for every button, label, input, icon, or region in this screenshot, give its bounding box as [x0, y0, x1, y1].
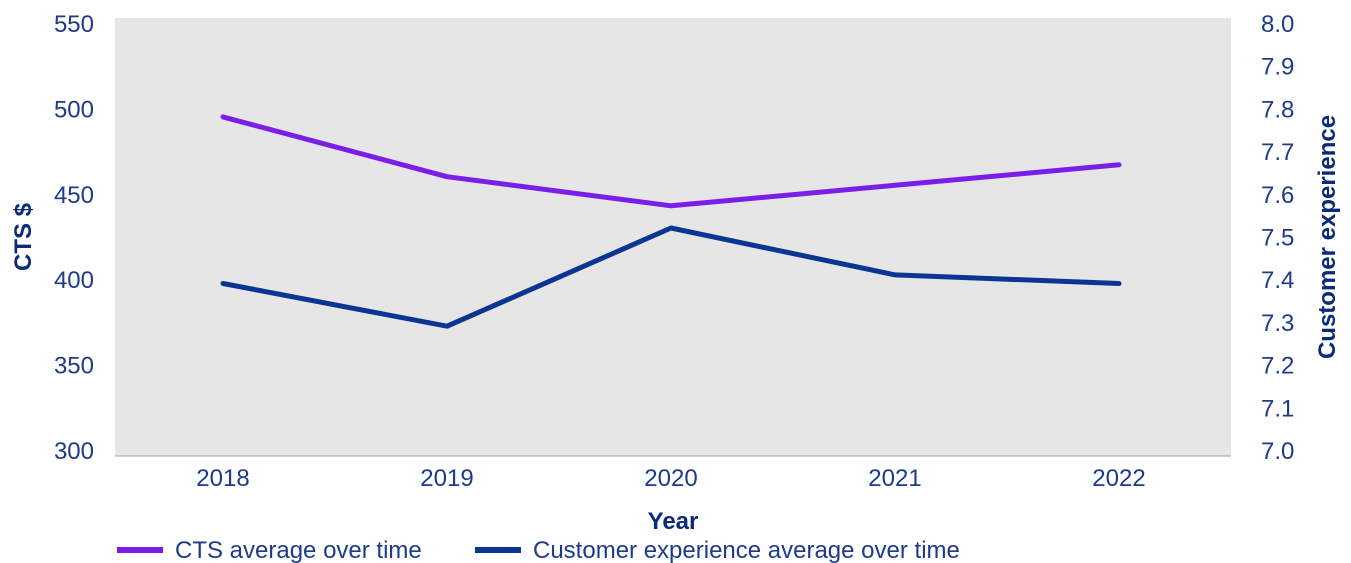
plot-area [115, 18, 1231, 456]
left-tick-label: 450 [54, 182, 94, 209]
left-tick-label: 400 [54, 267, 94, 294]
right-tick-label: 7.1 [1261, 395, 1294, 422]
right-tick-label: 7.8 [1261, 96, 1294, 123]
right-tick-label: 7.7 [1261, 139, 1294, 166]
x-axis-title: Year [648, 508, 699, 535]
right-tick-label: 7.2 [1261, 353, 1294, 380]
right-tick-label: 7.9 [1261, 54, 1294, 81]
right-axis-ticks: 7.0 7.1 7.2 7.3 7.4 7.5 7.6 7.7 7.8 7.9 8.0 [1261, 11, 1294, 465]
right-tick-label: 8.0 [1261, 11, 1294, 38]
legend: CTS average over time Customer experienc… [117, 537, 960, 563]
right-axis-title: Customer experience [1314, 115, 1341, 359]
x-tick-label: 2020 [644, 465, 697, 492]
series-line-customer-experience [220, 225, 1122, 329]
x-tick-label: 2022 [1092, 465, 1145, 492]
right-tick-label: 7.0 [1261, 438, 1294, 465]
left-axis-title: CTS $ [10, 202, 37, 271]
series-lines [220, 114, 1122, 329]
left-axis-ticks: 300 350 400 450 500 550 [54, 11, 94, 465]
right-tick-label: 7.3 [1261, 310, 1294, 337]
series-line-cts [220, 114, 1122, 209]
left-tick-label: 300 [54, 438, 94, 465]
x-tick-label: 2019 [420, 465, 473, 492]
x-tick-label: 2018 [196, 465, 249, 492]
x-axis-ticks: 2018 2019 2020 2021 2022 [196, 465, 1145, 492]
right-tick-label: 7.6 [1261, 182, 1294, 209]
x-tick-label: 2021 [868, 465, 921, 492]
legend-label-customer-experience: Customer experience average over time [533, 537, 960, 563]
right-tick-label: 7.5 [1261, 225, 1294, 252]
left-tick-label: 550 [54, 11, 94, 38]
right-tick-label: 7.4 [1261, 267, 1294, 294]
left-tick-label: 500 [54, 96, 94, 123]
legend-label-cts: CTS average over time [175, 537, 422, 563]
left-tick-label: 350 [54, 353, 94, 380]
